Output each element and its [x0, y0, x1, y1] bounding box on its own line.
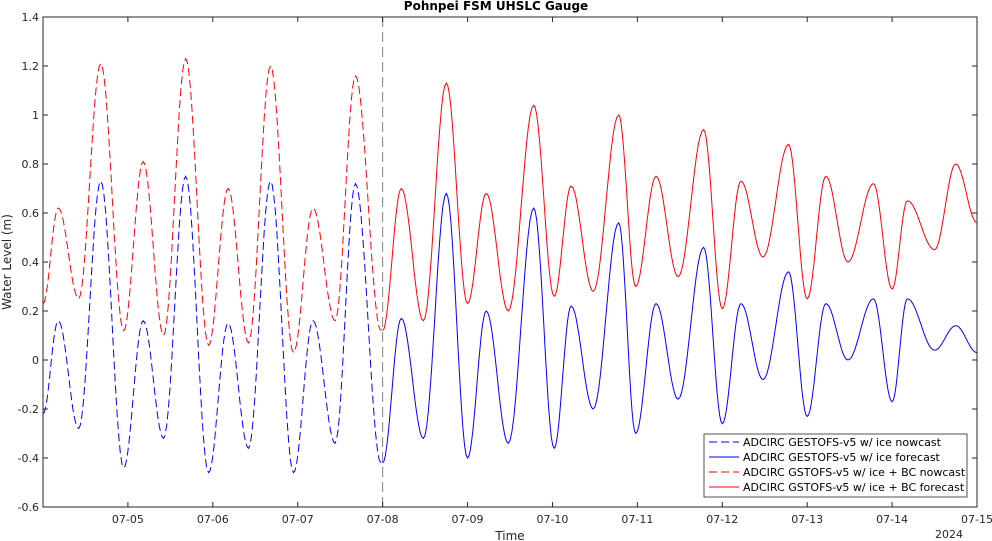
y-tick-label: 1 — [32, 109, 39, 122]
legend-box — [703, 433, 968, 498]
y-axis-label: Water Level (m) — [0, 214, 14, 310]
series-line-0 — [42, 175, 382, 474]
legend-entry-2: ADCIRC GSTOFS-v5 w/ ice + BC nowcast — [743, 466, 966, 479]
x-tick-label: 07-06 — [197, 513, 229, 526]
x-tick-label: 07-05 — [112, 513, 144, 526]
x-axis-label: Time — [494, 529, 524, 541]
x-tick-label: 07-12 — [706, 513, 738, 526]
x-tick-label: 07-07 — [282, 513, 314, 526]
legend-entry-1: ADCIRC GESTOFS-v5 w/ ice forecast — [743, 451, 941, 464]
x-tick-label: 07-14 — [876, 513, 908, 526]
y-tick-label: 1.2 — [22, 60, 40, 73]
y-tick-label: -0.6 — [18, 501, 39, 514]
series-line-2 — [42, 57, 382, 354]
y-tick-label: 0.2 — [22, 305, 40, 318]
y-tick-label: 0.8 — [22, 158, 40, 171]
y-tick-label: 0 — [32, 354, 39, 367]
series-line-1 — [382, 192, 978, 464]
x-tick-label: 07-13 — [791, 513, 823, 526]
x-tick-label: 07-09 — [452, 513, 484, 526]
chart-title: Pohnpei FSM UHSLC Gauge — [404, 0, 588, 13]
y-tick-label: -0.2 — [18, 403, 39, 416]
axis-ticks: 07-05 07-06 07-07 07-08 07-09 07-10 07-11 07-12… — [18, 11, 992, 526]
plot-area — [42, 16, 978, 508]
x-tick-label: 07-15 — [961, 513, 992, 526]
series-layer — [42, 57, 978, 474]
x-tick-label: 07-08 — [367, 513, 399, 526]
legend-entry-3: ADCIRC GSTOFS-v5 w/ ice + BC forecast — [743, 481, 965, 494]
y-tick-label: -0.4 — [18, 452, 39, 465]
y-tick-label: 0.4 — [22, 256, 40, 269]
y-tick-label: 1.4 — [22, 11, 40, 24]
x-tick-label: 07-10 — [536, 513, 568, 526]
series-line-3 — [382, 82, 978, 331]
year-label: 2024 — [935, 528, 963, 541]
x-tick-label: 07-11 — [621, 513, 653, 526]
legend-entry-0: ADCIRC GESTOFS-v5 w/ ice nowcast — [743, 436, 942, 449]
y-tick-label: 0.6 — [22, 207, 40, 220]
legend: ADCIRC GESTOFS-v5 w/ ice nowcast ADCIRC … — [703, 433, 968, 498]
